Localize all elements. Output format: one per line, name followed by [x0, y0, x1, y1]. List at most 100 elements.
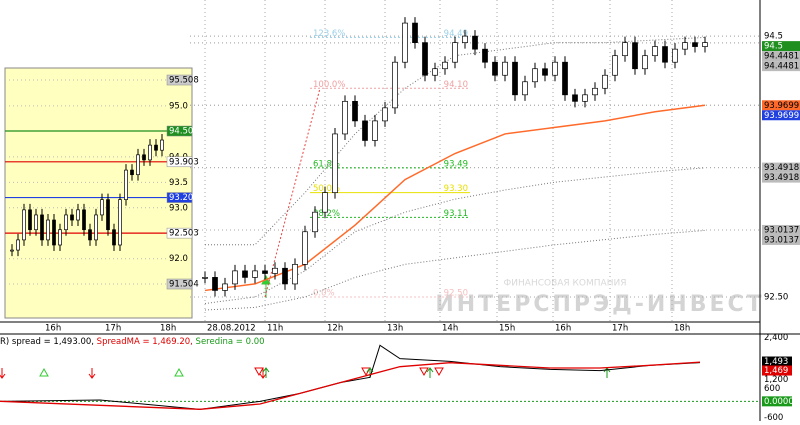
- candle: [512, 61, 518, 96]
- candle: [452, 42, 458, 63]
- price-tag-box: [762, 61, 800, 72]
- inset-time-label: 18h: [160, 324, 176, 334]
- price-tag-label: 93.4918: [764, 173, 799, 183]
- candle: [322, 192, 328, 213]
- candle: [602, 74, 608, 89]
- inset-tick-label: 92.0: [169, 254, 188, 264]
- candle: [282, 267, 288, 285]
- candle: [154, 144, 158, 151]
- spread-ma-line: [0, 361, 701, 410]
- candle: [312, 211, 318, 233]
- fib-price: 93.11: [444, 209, 468, 219]
- price-tag-box: [762, 51, 800, 62]
- candle: [46, 219, 50, 241]
- candle: [692, 42, 698, 47]
- inset-tick-label: 93.0: [169, 203, 188, 213]
- candle: [632, 42, 638, 70]
- indicator-tick-label: 2,400: [764, 333, 788, 343]
- indicator-legend: R) spread = 1,493.00, SpreadMA = 1,469.2…: [0, 337, 265, 347]
- time-label: 16h: [555, 324, 571, 334]
- fib-percent: 61.8%: [313, 159, 340, 169]
- price-tag-label: 93.0137: [764, 235, 799, 245]
- fib-percent: 123.6%: [313, 29, 345, 39]
- inset-time-label: 17h: [105, 324, 121, 334]
- candle: [562, 61, 568, 96]
- indicator-tick-label: 0.00000: [764, 397, 799, 407]
- band: [204, 167, 706, 304]
- candle: [302, 231, 308, 265]
- candle: [472, 35, 478, 50]
- price-tag-label: 93.0137: [764, 225, 799, 235]
- candle: [702, 42, 708, 47]
- price-tag-label: 94.4481: [764, 62, 799, 72]
- signal-triangle: [254, 367, 444, 377]
- inset-time-label: 16h: [45, 324, 61, 334]
- fib-percent: 50.0%: [313, 184, 340, 194]
- price-tag-label: 92.50: [764, 292, 788, 302]
- inset-tag-box: [166, 192, 193, 203]
- candle: [16, 239, 20, 251]
- candle: [572, 94, 578, 102]
- candle: [362, 120, 368, 141]
- legend-ma: SpreadMA = 1,469.20,: [97, 337, 196, 347]
- watermark-main: ИНТЕРСПРЭД-ИНВЕСТ: [435, 292, 764, 317]
- candle: [642, 55, 648, 70]
- fib-price: 93.49: [444, 159, 468, 169]
- price-tag-label: 93.9699: [764, 111, 799, 121]
- inset-tick-label: 95.508: [169, 76, 199, 86]
- price-tag-label: 94.5: [764, 32, 783, 42]
- candle: [76, 209, 80, 221]
- candle: [422, 42, 428, 76]
- fib-percent: 0.0%: [313, 288, 335, 298]
- candle: [242, 270, 248, 278]
- price-tag-box: [762, 100, 800, 111]
- signal-arrow: [0, 368, 6, 379]
- candle: [100, 199, 104, 216]
- candle: [222, 283, 228, 291]
- spread-line: [0, 344, 701, 410]
- candle: [94, 214, 98, 241]
- fib-percent: 38.2%: [313, 209, 340, 219]
- time-label: 17h: [612, 324, 628, 334]
- candle: [22, 209, 26, 241]
- candle: [462, 35, 468, 43]
- candle: [272, 267, 278, 274]
- inset-tag-box: [166, 156, 193, 168]
- candle: [552, 61, 558, 76]
- legend-seredina: Seredina = 0.00: [196, 337, 265, 347]
- time-label: 28.08.2012: [207, 324, 256, 334]
- inset-panel: [4, 67, 193, 319]
- candle: [232, 270, 238, 285]
- price-tag-box: [762, 234, 800, 245]
- price-tag-box: [762, 110, 800, 121]
- price-tag-label: 94.5: [764, 42, 783, 52]
- candle: [252, 270, 258, 278]
- fib-percent: 100.0%: [313, 80, 345, 90]
- inset-tag-box: [166, 125, 193, 137]
- indicator-tick-label: 1,200: [764, 375, 788, 385]
- candle: [82, 209, 86, 231]
- inset-tick-label: 92.503: [169, 229, 199, 239]
- candle: [352, 100, 358, 122]
- candle: [64, 214, 68, 231]
- candle: [70, 214, 74, 221]
- candle: [412, 22, 418, 43]
- candle: [124, 169, 128, 200]
- inset-tick-label: 94.507: [169, 127, 199, 137]
- candle: [652, 46, 658, 57]
- candle: [28, 209, 32, 231]
- candle: [160, 139, 164, 151]
- price-tag-label: 93.9699: [764, 101, 799, 111]
- inset-tick-label: 93.201: [169, 193, 199, 203]
- candle: [40, 214, 44, 241]
- fib-price: 92.50: [444, 288, 468, 298]
- legend-spread: R) spread = 1,493.00,: [0, 337, 97, 347]
- candle: [262, 270, 268, 274]
- time-label: 14h: [442, 324, 458, 334]
- band: [204, 229, 706, 311]
- inset-tick-label: 93.903: [169, 157, 199, 167]
- candle: [34, 214, 38, 231]
- inset-tick-label: 95.0: [169, 101, 188, 111]
- inset-tag-box: [166, 278, 193, 290]
- candle: [58, 229, 62, 246]
